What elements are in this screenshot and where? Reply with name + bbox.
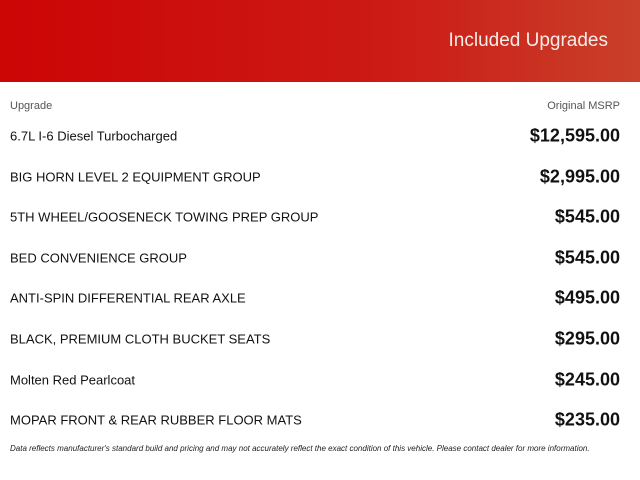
upgrade-name: 6.7L I-6 Diesel Turbocharged — [10, 128, 178, 144]
upgrade-name: Molten Red Pearlcoat — [10, 372, 136, 388]
list-item: BIG HORN LEVEL 2 EQUIPMENT GROUP $2,995.0… — [10, 157, 620, 197]
upgrade-name: BED CONVENIENCE GROUP — [10, 250, 187, 266]
list-item: BLACK, PREMIUM CLOTH BUCKET SEATS $295.00 — [10, 319, 620, 359]
list-item: MOPAR FRONT & REAR RUBBER FLOOR MATS $235… — [10, 400, 620, 440]
list-item: 6.7L I-6 Diesel Turbocharged $12,595.00 — [10, 116, 620, 156]
upgrade-price: $545.00 — [554, 247, 620, 268]
page-title: Included Upgrades — [448, 30, 609, 51]
upgrade-name: ANTI-SPIN DIFFERENTIAL REAR AXLE — [10, 290, 246, 306]
list-item: 5TH WHEEL/GOOSENECK TOWING PREP GROUP $54… — [10, 197, 620, 237]
upgrade-price: $545.00 — [554, 206, 620, 227]
upgrade-name: MOPAR FRONT & REAR RUBBER FLOOR MATS — [10, 412, 302, 428]
list-item: Molten Red Pearlcoat $245.00 — [10, 360, 620, 400]
upgrade-price: $495.00 — [554, 287, 620, 308]
upgrade-price: $2,995.00 — [539, 166, 620, 187]
header-banner: Included Upgrades — [0, 0, 640, 82]
list-item: ANTI-SPIN DIFFERENTIAL REAR AXLE $495.00 — [10, 278, 620, 318]
upgrade-name: BIG HORN LEVEL 2 EQUIPMENT GROUP — [10, 169, 261, 185]
upgrade-name: BLACK, PREMIUM CLOTH BUCKET SEATS — [10, 331, 271, 347]
upgrade-price: $235.00 — [554, 409, 620, 430]
upgrade-price: $12,595.00 — [529, 125, 620, 146]
upgrade-name: 5TH WHEEL/GOOSENECK TOWING PREP GROUP — [10, 209, 319, 225]
upgrade-price: $295.00 — [554, 328, 620, 349]
list-item: BED CONVENIENCE GROUP $545.00 — [10, 238, 620, 278]
column-header-msrp: Original MSRP — [547, 100, 620, 112]
upgrade-price: $245.00 — [554, 369, 620, 390]
column-header-upgrade: Upgrade — [10, 100, 53, 112]
disclaimer: Data reflects manufacturer's standard bu… — [10, 444, 590, 453]
